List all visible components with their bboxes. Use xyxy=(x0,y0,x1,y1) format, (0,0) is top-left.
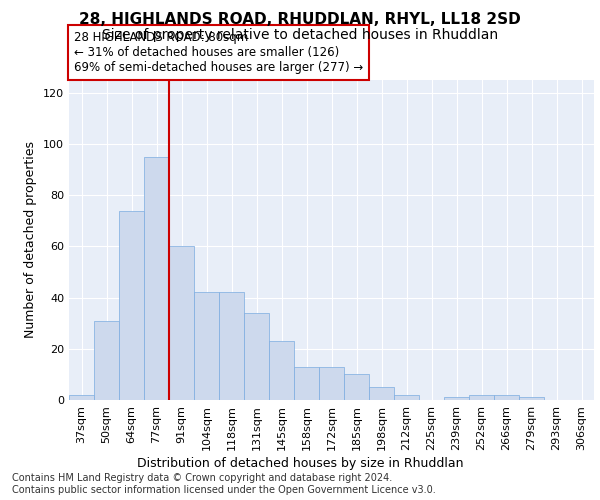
Bar xyxy=(94,320,119,400)
Bar xyxy=(144,157,169,400)
Bar xyxy=(169,246,194,400)
Bar xyxy=(269,341,294,400)
Bar xyxy=(69,395,94,400)
Bar xyxy=(394,395,419,400)
Bar xyxy=(194,292,219,400)
Y-axis label: Number of detached properties: Number of detached properties xyxy=(25,142,37,338)
Bar xyxy=(494,395,519,400)
Bar xyxy=(369,387,394,400)
Bar xyxy=(444,398,469,400)
Text: Distribution of detached houses by size in Rhuddlan: Distribution of detached houses by size … xyxy=(137,458,463,470)
Text: 28, HIGHLANDS ROAD, RHUDDLAN, RHYL, LL18 2SD: 28, HIGHLANDS ROAD, RHUDDLAN, RHYL, LL18… xyxy=(79,12,521,28)
Bar xyxy=(319,366,344,400)
Bar xyxy=(344,374,369,400)
Bar xyxy=(519,398,544,400)
Text: Contains HM Land Registry data © Crown copyright and database right 2024.
Contai: Contains HM Land Registry data © Crown c… xyxy=(12,474,436,495)
Bar xyxy=(294,366,319,400)
Bar xyxy=(119,210,144,400)
Bar xyxy=(244,313,269,400)
Text: Size of property relative to detached houses in Rhuddlan: Size of property relative to detached ho… xyxy=(102,28,498,42)
Bar xyxy=(469,395,494,400)
Text: 28 HIGHLANDS ROAD: 80sqm
← 31% of detached houses are smaller (126)
69% of semi-: 28 HIGHLANDS ROAD: 80sqm ← 31% of detach… xyxy=(74,30,364,74)
Bar xyxy=(219,292,244,400)
